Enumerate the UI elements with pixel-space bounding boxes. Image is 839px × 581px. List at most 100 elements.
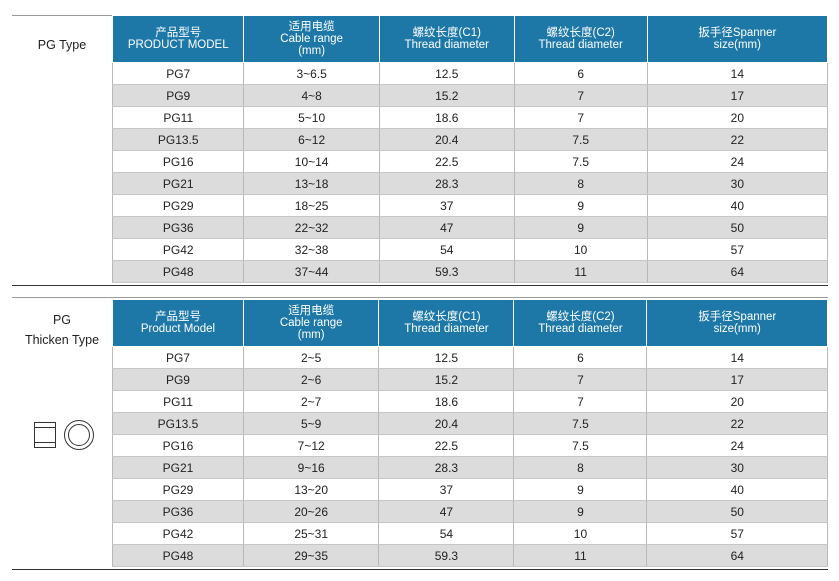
cell-spanner-size: 40 <box>646 478 828 501</box>
header-zh-text: 适用电缆 <box>288 21 335 33</box>
header-en-text: Thread diameter <box>538 323 623 335</box>
cell-thread-c1: 47 <box>378 216 515 239</box>
column-header-thread-c1: 螺纹长度(C1) Thread diameter <box>378 299 515 347</box>
table-row: PG36 20~26 47 9 50 <box>112 500 828 523</box>
pg-type-section: PG Type 产品型号 PRODUCT MODEL 适用电缆 Cable range… <box>12 15 829 286</box>
cell-thread-c1: 12.5 <box>378 62 515 85</box>
header-en-text: size(mm) <box>713 39 761 51</box>
cell-cable-range: 32~38 <box>243 238 380 261</box>
column-header-product-model: 产品型号 PRODUCT MODEL <box>111 15 245 63</box>
cell-cable-range: 5~10 <box>243 106 380 129</box>
table-row: PG48 37~44 59.3 11 64 <box>111 260 829 283</box>
pg-thicken-type-section: PG Thicken Type 产品型号 Product Model 适用电缆 Cab… <box>12 297 828 570</box>
cell-thread-c1: 54 <box>378 522 515 545</box>
cell-thread-c1: 12.5 <box>378 346 515 369</box>
cell-spanner-size: 20 <box>646 390 828 413</box>
cell-cable-range: 2~5 <box>242 346 380 369</box>
cell-product-model: PG29 <box>111 194 245 217</box>
table-row: PG42 25~31 54 10 57 <box>112 522 828 545</box>
header-en-text: Cable range <box>280 33 343 45</box>
column-header-cable-range: 适用电缆 Cable range (mm) <box>243 15 380 63</box>
cell-thread-c2: 7.5 <box>513 412 648 435</box>
column-header-spanner-size: 扳手径Spanner size(mm) <box>646 15 829 63</box>
cell-spanner-size: 50 <box>646 216 829 239</box>
cell-thread-c1: 37 <box>378 194 515 217</box>
cell-spanner-size: 24 <box>646 434 828 457</box>
cell-spanner-size: 20 <box>646 106 829 129</box>
cell-thread-c2: 10 <box>513 238 648 261</box>
cell-spanner-size: 22 <box>646 128 829 151</box>
cell-thread-c1: 22.5 <box>378 150 515 173</box>
header-zh-text: 螺纹长度(C1) <box>412 311 481 323</box>
cell-spanner-size: 57 <box>646 238 829 261</box>
cell-thread-c1: 28.3 <box>378 172 515 195</box>
column-header-thread-c2: 螺纹长度(C2) Thread diameter <box>513 299 648 347</box>
cell-cable-range: 7~12 <box>242 434 380 457</box>
header-zh-text: 产品型号 <box>154 311 201 323</box>
cell-cable-range: 37~44 <box>243 260 380 283</box>
cell-product-model: PG48 <box>112 544 244 567</box>
table-row: PG42 32~38 54 10 57 <box>111 238 829 261</box>
header-en-text: Thread diameter <box>404 39 489 51</box>
table-row: PG9 2~6 15.2 7 17 <box>112 368 828 391</box>
cell-thread-c1: 22.5 <box>378 434 515 457</box>
cell-cable-range: 9~16 <box>242 456 380 479</box>
table-body: PG7 3~6.5 12.5 6 14 PG9 4~8 15.2 7 17 PG11 5~10 18.6… <box>111 62 829 283</box>
cell-product-model: PG48 <box>111 260 245 283</box>
cell-thread-c2: 8 <box>513 456 648 479</box>
cell-product-model: PG21 <box>111 172 245 195</box>
cell-cable-range: 13~18 <box>243 172 380 195</box>
cell-spanner-size: 64 <box>646 544 828 567</box>
cell-product-model: PG36 <box>111 216 245 239</box>
cell-thread-c1: 37 <box>378 478 515 501</box>
cell-product-model: PG29 <box>112 478 244 501</box>
cell-thread-c1: 20.4 <box>378 412 515 435</box>
cell-cable-range: 2~7 <box>242 390 380 413</box>
gland-front-view-icon <box>64 420 94 450</box>
column-header-thread-c1: 螺纹长度(C1) Thread diameter <box>378 15 515 63</box>
cell-thread-c2: 7.5 <box>513 128 648 151</box>
header-unit-text: (mm) <box>298 45 326 57</box>
table-row: PG13.5 5~9 20.4 7.5 22 <box>112 412 828 435</box>
cell-cable-range: 6~12 <box>243 128 380 151</box>
header-en-text: Cable range <box>279 317 343 329</box>
cell-product-model: PG9 <box>112 368 244 391</box>
cell-spanner-size: 22 <box>646 412 828 435</box>
cell-product-model: PG7 <box>111 62 245 85</box>
cell-product-model: PG11 <box>112 390 244 413</box>
cell-thread-c2: 7.5 <box>513 434 648 457</box>
header-zh-text: 扳手径Spanner <box>698 311 777 323</box>
header-unit-text: (mm) <box>297 329 325 341</box>
pg-type-table: 产品型号 PRODUCT MODEL 适用电缆 Cable range (mm) 螺纹长度… <box>111 15 829 283</box>
section-bottom-rule <box>12 569 828 570</box>
table-row: PG48 29~35 59.3 11 64 <box>112 544 828 567</box>
section-top-rule <box>12 297 828 298</box>
column-header-cable-range: 适用电缆 Cable range (mm) <box>242 299 380 347</box>
cell-cable-range: 22~32 <box>243 216 380 239</box>
header-zh-text: 适用电缆 <box>288 305 335 317</box>
gland-side-view-icon <box>34 422 56 448</box>
cell-product-model: PG42 <box>111 238 245 261</box>
cell-product-model: PG42 <box>112 522 244 545</box>
cell-product-model: PG16 <box>111 150 245 173</box>
cell-cable-range: 3~6.5 <box>243 62 380 85</box>
cell-cable-range: 29~35 <box>242 544 380 567</box>
cell-spanner-size: 17 <box>646 84 829 107</box>
section-label-line1: PG <box>52 313 72 327</box>
cell-cable-range: 20~26 <box>242 500 380 523</box>
cell-spanner-size: 30 <box>646 456 828 479</box>
cell-product-model: PG11 <box>111 106 245 129</box>
cell-cable-range: 5~9 <box>242 412 380 435</box>
cell-cable-range: 25~31 <box>242 522 380 545</box>
cell-thread-c1: 15.2 <box>378 84 515 107</box>
section-bottom-rule <box>12 285 828 286</box>
header-en-text: Product Model <box>140 323 216 335</box>
header-zh-text: 产品型号 <box>155 27 202 39</box>
header-en-text: size(mm) <box>713 323 761 335</box>
table-row: PG36 22~32 47 9 50 <box>111 216 829 239</box>
cell-spanner-size: 50 <box>646 500 828 523</box>
cell-product-model: PG21 <box>112 456 244 479</box>
cell-thread-c1: 18.6 <box>378 390 515 413</box>
cell-thread-c2: 7 <box>513 106 648 129</box>
header-zh-text: 螺纹长度(C1) <box>412 27 481 39</box>
